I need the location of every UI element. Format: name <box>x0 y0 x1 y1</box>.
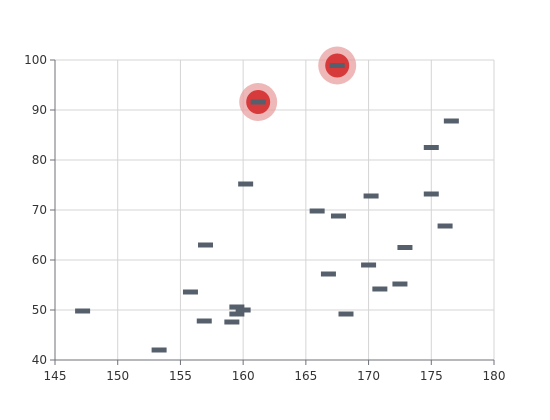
scatter-point[interactable] <box>338 311 354 317</box>
scatter-point[interactable] <box>309 208 325 214</box>
scatter-point[interactable] <box>229 311 245 317</box>
scatter-point[interactable] <box>151 347 167 353</box>
x-tick-label: 150 <box>106 369 129 383</box>
scatter-point[interactable] <box>75 308 91 314</box>
y-tick-label: 90 <box>32 103 47 117</box>
scatter-point[interactable] <box>443 118 459 124</box>
y-tick-label: 70 <box>32 203 47 217</box>
data-points <box>75 63 459 353</box>
y-tick-label: 40 <box>32 353 47 367</box>
scatter-point[interactable] <box>320 271 336 277</box>
x-tick-label: 155 <box>169 369 192 383</box>
grid <box>55 59 495 360</box>
scatter-point[interactable] <box>397 245 413 250</box>
y-tick-label: 50 <box>32 303 47 317</box>
scatter-point[interactable] <box>329 63 345 68</box>
scatter-point[interactable] <box>437 223 453 229</box>
scatter-point[interactable] <box>392 281 408 287</box>
y-tick-label: 80 <box>32 153 47 167</box>
scatter-point[interactable] <box>198 242 214 248</box>
scatter-point[interactable] <box>423 191 439 197</box>
scatter-point[interactable] <box>235 307 251 313</box>
scatter-point[interactable] <box>330 213 346 219</box>
scatter-point[interactable] <box>372 286 388 292</box>
x-tick-label: 145 <box>44 369 67 383</box>
x-tick-label: 180 <box>483 369 506 383</box>
y-tick-label: 100 <box>24 53 47 67</box>
y-tick-label: 60 <box>32 253 47 267</box>
axes: 145 150 155 160 165 170 175 180 40 50 60 70 80 90 100 <box>24 53 505 383</box>
scatter-point[interactable] <box>182 289 198 295</box>
scatter-point[interactable] <box>196 318 212 324</box>
x-tick-label: 170 <box>357 369 380 383</box>
x-tick-label: 175 <box>420 369 443 383</box>
scatter-point[interactable] <box>238 181 254 187</box>
scatter-point[interactable] <box>229 304 245 310</box>
x-tick-label: 165 <box>294 369 317 383</box>
scatter-point[interactable] <box>423 145 439 150</box>
scatter-point[interactable] <box>361 262 377 268</box>
scatter-point[interactable] <box>250 99 266 105</box>
scatter-point[interactable] <box>363 193 379 199</box>
x-tick-label: 160 <box>232 369 255 383</box>
scatter-point[interactable] <box>224 319 240 325</box>
